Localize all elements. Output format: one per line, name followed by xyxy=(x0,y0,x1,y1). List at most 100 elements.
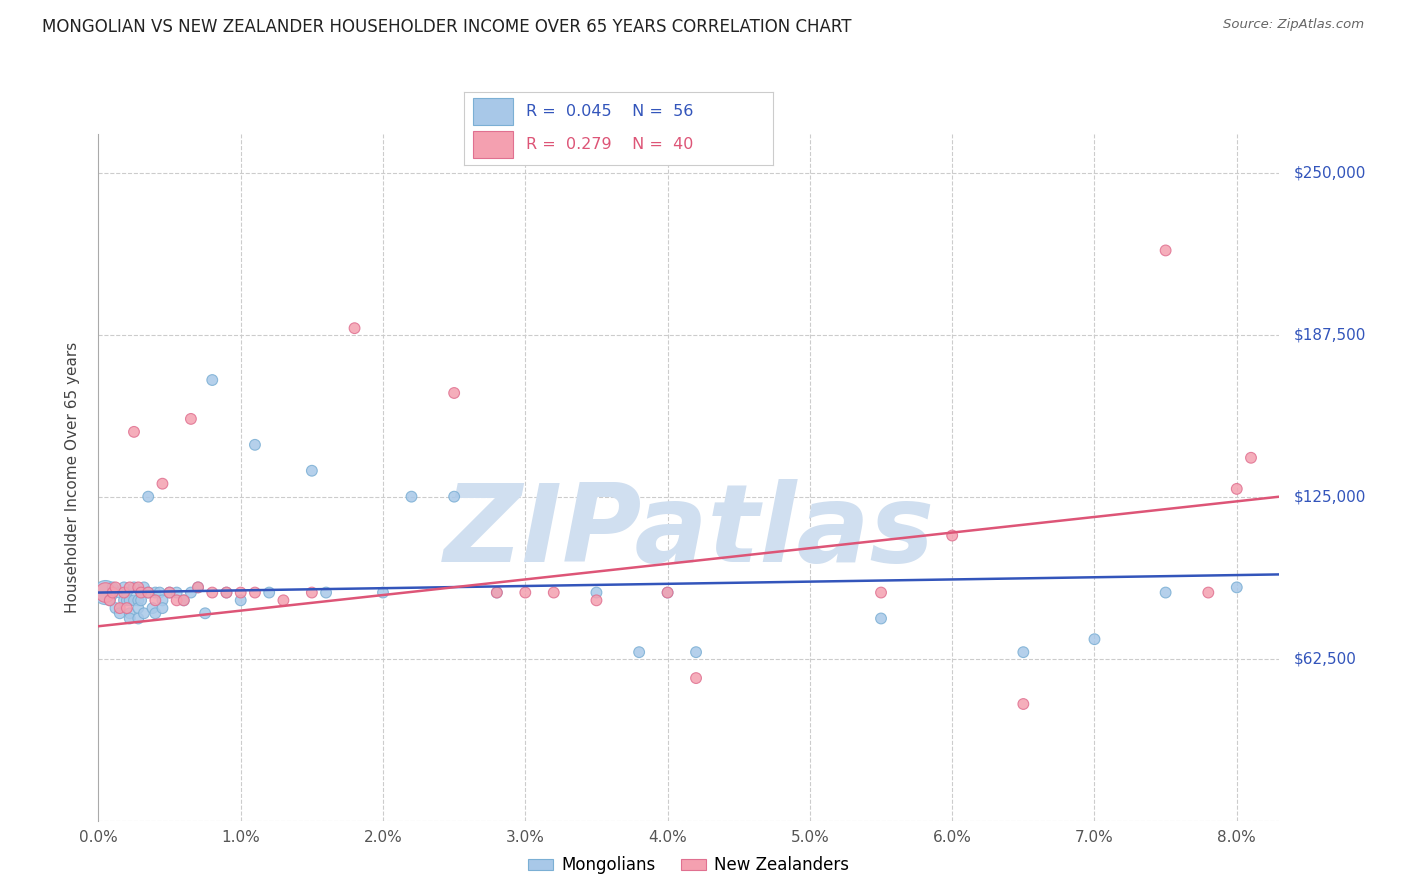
Point xyxy=(870,585,893,599)
Point xyxy=(129,585,152,599)
Point xyxy=(115,601,138,615)
Point xyxy=(343,321,366,335)
Point xyxy=(166,585,188,599)
Point xyxy=(101,580,124,594)
Point xyxy=(129,593,152,607)
Point xyxy=(273,593,295,607)
Point xyxy=(108,607,131,621)
Point xyxy=(143,593,166,607)
Point xyxy=(1240,450,1263,465)
Point xyxy=(127,593,149,607)
Point xyxy=(315,585,337,599)
Point xyxy=(628,645,651,659)
Point xyxy=(1012,645,1035,659)
Point xyxy=(215,585,238,599)
Point xyxy=(685,645,707,659)
Point xyxy=(166,593,188,607)
Point xyxy=(187,580,209,594)
Point xyxy=(401,490,423,504)
Point xyxy=(98,593,121,607)
Point xyxy=(143,585,166,599)
Point xyxy=(485,585,508,599)
Point xyxy=(194,607,217,621)
Point xyxy=(152,476,174,491)
Text: R =  0.045    N =  56: R = 0.045 N = 56 xyxy=(526,104,693,120)
Point xyxy=(122,425,145,439)
Point xyxy=(118,607,141,621)
Point xyxy=(657,585,679,599)
Point xyxy=(127,601,149,615)
Point xyxy=(1083,632,1105,647)
Point xyxy=(1226,482,1249,496)
Point xyxy=(159,585,181,599)
Point xyxy=(685,671,707,685)
Point xyxy=(122,580,145,594)
Point xyxy=(108,585,131,599)
Point xyxy=(136,490,159,504)
Point xyxy=(243,585,266,599)
Point xyxy=(152,601,174,615)
Text: $125,000: $125,000 xyxy=(1294,489,1365,504)
Point xyxy=(94,585,117,599)
Point xyxy=(1154,585,1177,599)
Text: Source: ZipAtlas.com: Source: ZipAtlas.com xyxy=(1223,18,1364,31)
Point xyxy=(112,580,135,594)
Point xyxy=(122,593,145,607)
Point xyxy=(115,585,138,599)
Point xyxy=(141,601,163,615)
Point xyxy=(136,585,159,599)
Text: $62,500: $62,500 xyxy=(1294,651,1357,666)
Point xyxy=(443,490,465,504)
Point xyxy=(870,611,893,625)
Point xyxy=(112,585,135,599)
Point xyxy=(94,585,117,599)
Point xyxy=(149,585,172,599)
Point xyxy=(101,585,124,599)
Point xyxy=(180,585,202,599)
Text: $250,000: $250,000 xyxy=(1294,165,1365,180)
Point xyxy=(1012,697,1035,711)
Point xyxy=(180,412,202,426)
Point xyxy=(127,580,149,594)
Bar xyxy=(474,131,513,158)
Point xyxy=(136,585,159,599)
Point xyxy=(301,464,323,478)
Point xyxy=(1154,244,1177,258)
Legend: Mongolians, New Zealanders: Mongolians, New Zealanders xyxy=(522,850,856,881)
Y-axis label: Householder Income Over 65 years: Householder Income Over 65 years xyxy=(65,342,80,613)
Point xyxy=(108,601,131,615)
Point xyxy=(301,585,323,599)
Text: MONGOLIAN VS NEW ZEALANDER HOUSEHOLDER INCOME OVER 65 YEARS CORRELATION CHART: MONGOLIAN VS NEW ZEALANDER HOUSEHOLDER I… xyxy=(42,18,852,36)
Point xyxy=(443,386,465,401)
Point xyxy=(243,438,266,452)
Text: $187,500: $187,500 xyxy=(1294,327,1365,343)
Point xyxy=(112,593,135,607)
Point xyxy=(657,585,679,599)
Bar xyxy=(474,98,513,125)
Point xyxy=(485,585,508,599)
Point xyxy=(187,580,209,594)
Point xyxy=(543,585,565,599)
Point xyxy=(1197,585,1219,599)
Point xyxy=(229,585,252,599)
Point xyxy=(173,593,195,607)
Point xyxy=(98,593,121,607)
Point xyxy=(143,607,166,621)
Point xyxy=(115,593,138,607)
Text: ZIPatlas: ZIPatlas xyxy=(443,479,935,585)
Point xyxy=(1226,580,1249,594)
Point xyxy=(585,593,607,607)
Point xyxy=(118,593,141,607)
Point xyxy=(229,593,252,607)
Text: R =  0.279    N =  40: R = 0.279 N = 40 xyxy=(526,137,693,152)
Point xyxy=(515,585,537,599)
Point xyxy=(201,373,224,387)
Point xyxy=(173,593,195,607)
Point xyxy=(371,585,394,599)
Point xyxy=(104,601,127,615)
Point xyxy=(152,593,174,607)
Point xyxy=(127,611,149,625)
Point xyxy=(118,580,141,594)
Point xyxy=(159,585,181,599)
Point xyxy=(132,607,155,621)
